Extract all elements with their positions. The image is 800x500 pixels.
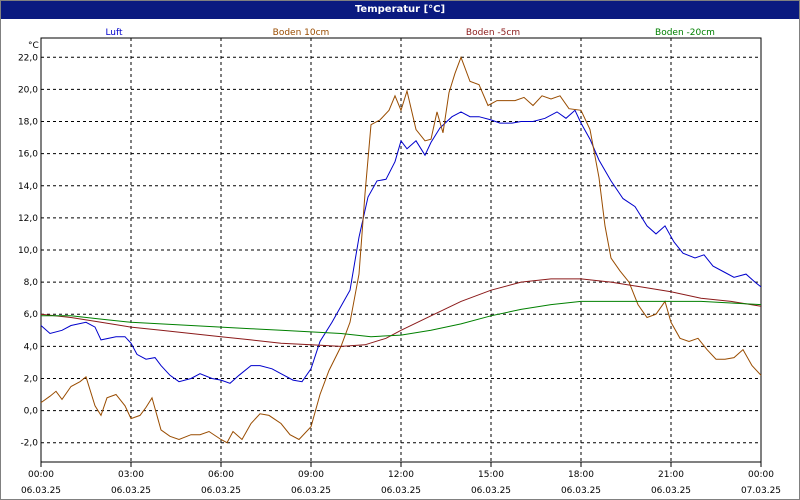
y-tick-label: 0,0 [24, 407, 39, 417]
legend-entry: Boden 10cm [273, 28, 330, 38]
axes: -2,0 0,0 2,0 4,0 6,0 8,0 10,0 12,0 14,0 16,0 18,0 2… [18, 53, 781, 496]
x-tick-time-label: 03:00 [118, 470, 144, 480]
y-tick-label: 16,0 [18, 150, 38, 160]
x-tick-date-label: 06.03.25 [561, 486, 601, 496]
series-line-1 [40, 55, 762, 444]
x-tick-time-label: 00:00 [28, 470, 54, 480]
x-tick-time-label: 12:00 [388, 470, 414, 480]
legend-entry: Luft [105, 28, 123, 38]
x-tick-date-label: 06.03.25 [111, 486, 151, 496]
x-tick-date-label: 06.03.25 [471, 486, 511, 496]
series-lines [40, 55, 762, 444]
x-tick-date-label: 06.03.25 [201, 486, 241, 496]
y-tick-label: 22,0 [18, 53, 38, 63]
grid [41, 38, 761, 462]
y-tick-label: 20,0 [18, 85, 38, 95]
x-tick-time-label: 00:00 [748, 470, 774, 480]
y-axis-unit-label: °C [28, 41, 39, 51]
y-tick-label: 18,0 [18, 118, 38, 128]
y-tick-label: 6,0 [24, 310, 39, 320]
x-tick-time-label: 21:00 [658, 470, 684, 480]
y-tick-label: 2,0 [24, 374, 39, 384]
y-tick-label: -2,0 [20, 439, 38, 449]
series-line-2 [40, 278, 762, 347]
y-tick-label: 8,0 [24, 278, 39, 288]
legend-entry: Boden -20cm [655, 28, 715, 38]
chart-title: Temperatur [°C] [1, 1, 799, 19]
x-tick-time-label: 18:00 [568, 470, 594, 480]
series-line-0 [40, 109, 762, 384]
x-tick-date-label: 06.03.25 [381, 486, 421, 496]
x-tick-date-label: 06.03.25 [651, 486, 691, 496]
y-tick-label: 4,0 [24, 342, 39, 352]
series-line-3 [41, 300, 762, 338]
y-tick-label: 10,0 [18, 246, 38, 256]
y-tick-label: 12,0 [18, 214, 38, 224]
x-tick-date-label: 07.03.25 [741, 486, 781, 496]
legend: Luft Boden 10cm Boden -5cm Boden -20cm [105, 28, 715, 38]
legend-entry: Boden -5cm [466, 28, 520, 38]
x-tick-time-label: 15:00 [478, 470, 504, 480]
x-tick-time-label: 09:00 [298, 470, 324, 480]
x-tick-date-label: 06.03.25 [21, 486, 61, 496]
y-tick-label: 14,0 [18, 182, 38, 192]
x-tick-date-label: 06.03.25 [291, 486, 331, 496]
x-tick-time-label: 06:00 [208, 470, 234, 480]
